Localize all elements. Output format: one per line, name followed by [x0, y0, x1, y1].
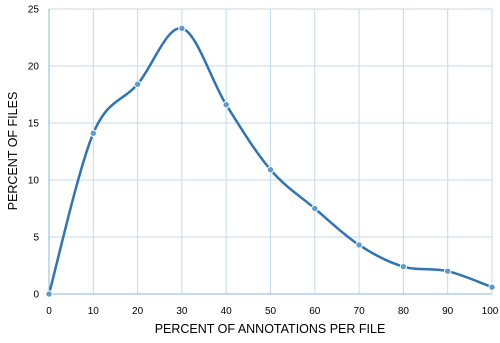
data-point	[222, 101, 230, 109]
y-tick-label: 20	[28, 62, 40, 73]
x-tick-label: 10	[88, 306, 100, 317]
x-tick-label: 70	[354, 306, 366, 317]
x-tick-label: 80	[398, 306, 410, 317]
data-point	[45, 290, 53, 298]
x-axis-title: PERCENT OF ANNOTATIONS PER FILE	[155, 322, 386, 336]
y-tick-label: 15	[28, 119, 40, 130]
data-point	[399, 262, 408, 271]
gridlines	[49, 8, 493, 294]
series-layer	[45, 24, 496, 298]
data-point	[89, 129, 98, 137]
y-tick-label: 5	[33, 233, 39, 244]
data-point	[311, 204, 319, 213]
y-tick-label: 0	[33, 290, 39, 301]
y-tick-label: 10	[28, 176, 40, 187]
x-tick-label: 50	[265, 306, 277, 317]
x-tick-label: 60	[309, 306, 321, 317]
x-tick-label: 20	[132, 306, 144, 317]
x-tick-label: 90	[442, 306, 454, 317]
y-axis-title: PERCENT OF FILES	[6, 92, 20, 211]
x-tick-label: 30	[176, 306, 188, 317]
axes	[48, 9, 492, 295]
data-point	[444, 267, 452, 275]
data-point	[488, 283, 496, 291]
data-point	[178, 24, 186, 33]
data-point	[133, 80, 142, 88]
x-tick-label: 40	[221, 306, 233, 317]
y-tick-label: 25	[28, 5, 40, 16]
data-point	[266, 166, 275, 174]
x-tick-label: 100	[482, 306, 499, 317]
y-tick-labels: 0 5 10 15 20 25	[28, 5, 40, 301]
x-tick-label: 0	[46, 306, 52, 317]
data-point	[355, 241, 363, 249]
x-tick-labels: 0 10 20 30 40 50 60 70 80 90 100	[46, 306, 499, 317]
